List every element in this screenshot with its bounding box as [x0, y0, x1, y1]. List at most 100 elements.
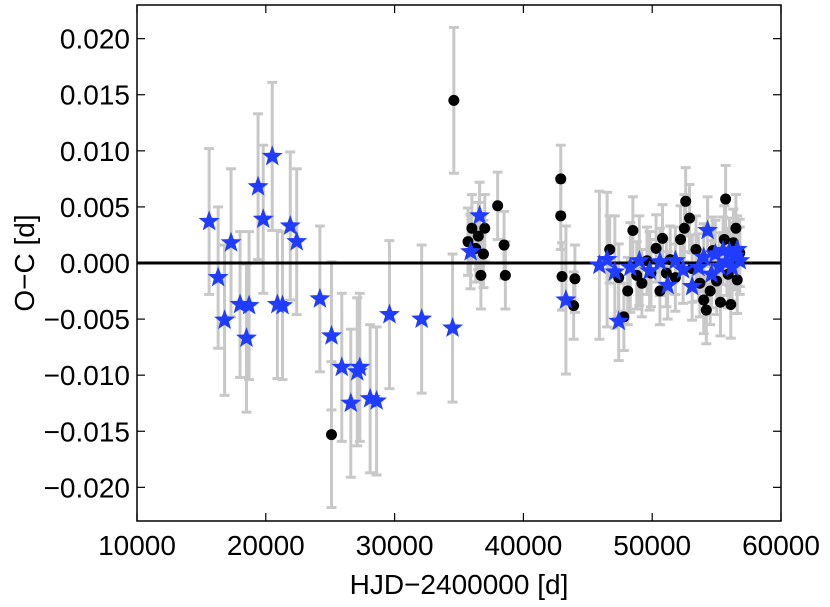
star-data-point: [229, 293, 251, 314]
y-tick-label: −0.015: [44, 416, 130, 447]
star-data-point: [708, 255, 730, 276]
star-data-point: [688, 256, 710, 277]
dot-data-point: [627, 224, 639, 236]
star-data-point: [261, 145, 283, 166]
dot-data-point: [568, 300, 580, 312]
dot-data-point: [698, 294, 710, 306]
star-data-point: [555, 289, 577, 309]
y-tick-label: 0.015: [60, 80, 130, 111]
star-data-point: [681, 275, 703, 296]
star-data-point: [286, 230, 308, 251]
star-data-point: [378, 303, 400, 324]
dot-data-point: [498, 239, 510, 251]
star-data-point: [619, 256, 641, 277]
x-axis-label: HJD−2400000 [d]: [350, 569, 569, 600]
dot-data-point: [466, 222, 478, 234]
y-tick-label: 0.005: [60, 192, 130, 223]
dot-marker-layer: [325, 94, 746, 441]
star-data-point: [649, 250, 671, 271]
dot-data-point: [720, 193, 732, 205]
star-data-point: [700, 263, 722, 284]
star-data-point: [340, 392, 362, 413]
dot-data-point: [725, 299, 737, 311]
y-tick-label: −0.010: [44, 360, 130, 391]
star-data-point: [220, 231, 242, 252]
star-data-point: [693, 246, 715, 267]
x-tick-label: 20000: [227, 530, 305, 561]
y-tick-label: 0.010: [60, 136, 130, 167]
dot-data-point: [325, 429, 337, 441]
dot-data-point: [472, 230, 484, 242]
star-data-point: [704, 243, 726, 263]
dot-data-point: [654, 285, 666, 297]
star-data-point: [697, 219, 719, 240]
star-data-point: [309, 287, 331, 308]
star-data-point: [247, 175, 269, 196]
dot-data-point: [730, 222, 742, 234]
star-data-point: [672, 258, 694, 279]
dot-data-point: [690, 244, 702, 256]
star-data-point: [321, 324, 342, 345]
y-tick-label: 0.020: [60, 24, 130, 55]
dot-data-point: [684, 212, 696, 224]
dot-data-point: [492, 200, 504, 212]
star-data-point: [272, 294, 294, 315]
dot-data-point: [556, 270, 568, 282]
star-data-point: [411, 308, 433, 328]
y-axis-label: O−C [d]: [9, 214, 40, 311]
star-data-point: [596, 248, 618, 269]
x-tick-label: 10000: [98, 530, 176, 561]
x-tick-label: 30000: [356, 530, 434, 561]
x-tick-label: 50000: [613, 530, 691, 561]
star-data-point: [366, 389, 388, 410]
dot-data-point: [555, 173, 567, 185]
dot-data-point: [479, 222, 491, 234]
dot-data-point: [475, 269, 487, 281]
star-data-point: [238, 294, 260, 315]
star-data-point: [460, 240, 482, 261]
star-data-point: [729, 249, 751, 270]
star-data-point: [588, 254, 610, 275]
star-data-point: [664, 249, 686, 270]
star-data-point: [442, 317, 464, 337]
star-data-point: [207, 266, 229, 287]
dot-data-point: [731, 274, 743, 286]
dot-data-point: [448, 94, 460, 106]
x-tick-label: 40000: [484, 530, 562, 561]
dot-data-point: [714, 296, 726, 308]
star-data-point: [721, 256, 743, 277]
star-data-point: [214, 309, 236, 330]
dot-data-point: [499, 269, 511, 281]
dot-data-point: [700, 304, 712, 316]
star-data-point: [657, 274, 679, 295]
star-data-point: [608, 310, 630, 331]
dot-data-point: [569, 273, 581, 285]
star-data-point: [716, 250, 738, 271]
dot-data-point: [678, 222, 690, 234]
star-data-point: [279, 214, 301, 235]
star-data-point: [726, 238, 748, 259]
dot-data-point: [657, 232, 669, 244]
dot-data-point: [477, 248, 489, 260]
star-data-point: [198, 210, 220, 231]
star-data-point: [639, 259, 661, 280]
dot-data-point: [704, 285, 716, 297]
y-tick-label: 0.000: [60, 248, 130, 279]
star-data-point: [628, 249, 650, 270]
dot-data-point: [718, 233, 730, 245]
star-data-point: [604, 260, 626, 281]
tick-layer: 10000 20000 30000 40000 50000 60000 −0.020 −0.0…: [44, 5, 820, 561]
star-marker-layer: [198, 145, 751, 413]
dot-data-point: [680, 195, 692, 207]
star-data-point: [719, 240, 740, 261]
star-data-point: [252, 208, 274, 229]
y-tick-label: −0.005: [44, 304, 130, 335]
dot-data-point: [675, 233, 687, 245]
star-data-point: [236, 327, 257, 348]
x-tick-label: 60000: [742, 530, 820, 561]
star-data-point: [469, 204, 491, 225]
star-data-point: [349, 356, 371, 377]
dot-data-point: [660, 267, 672, 279]
dot-data-point: [650, 242, 662, 254]
